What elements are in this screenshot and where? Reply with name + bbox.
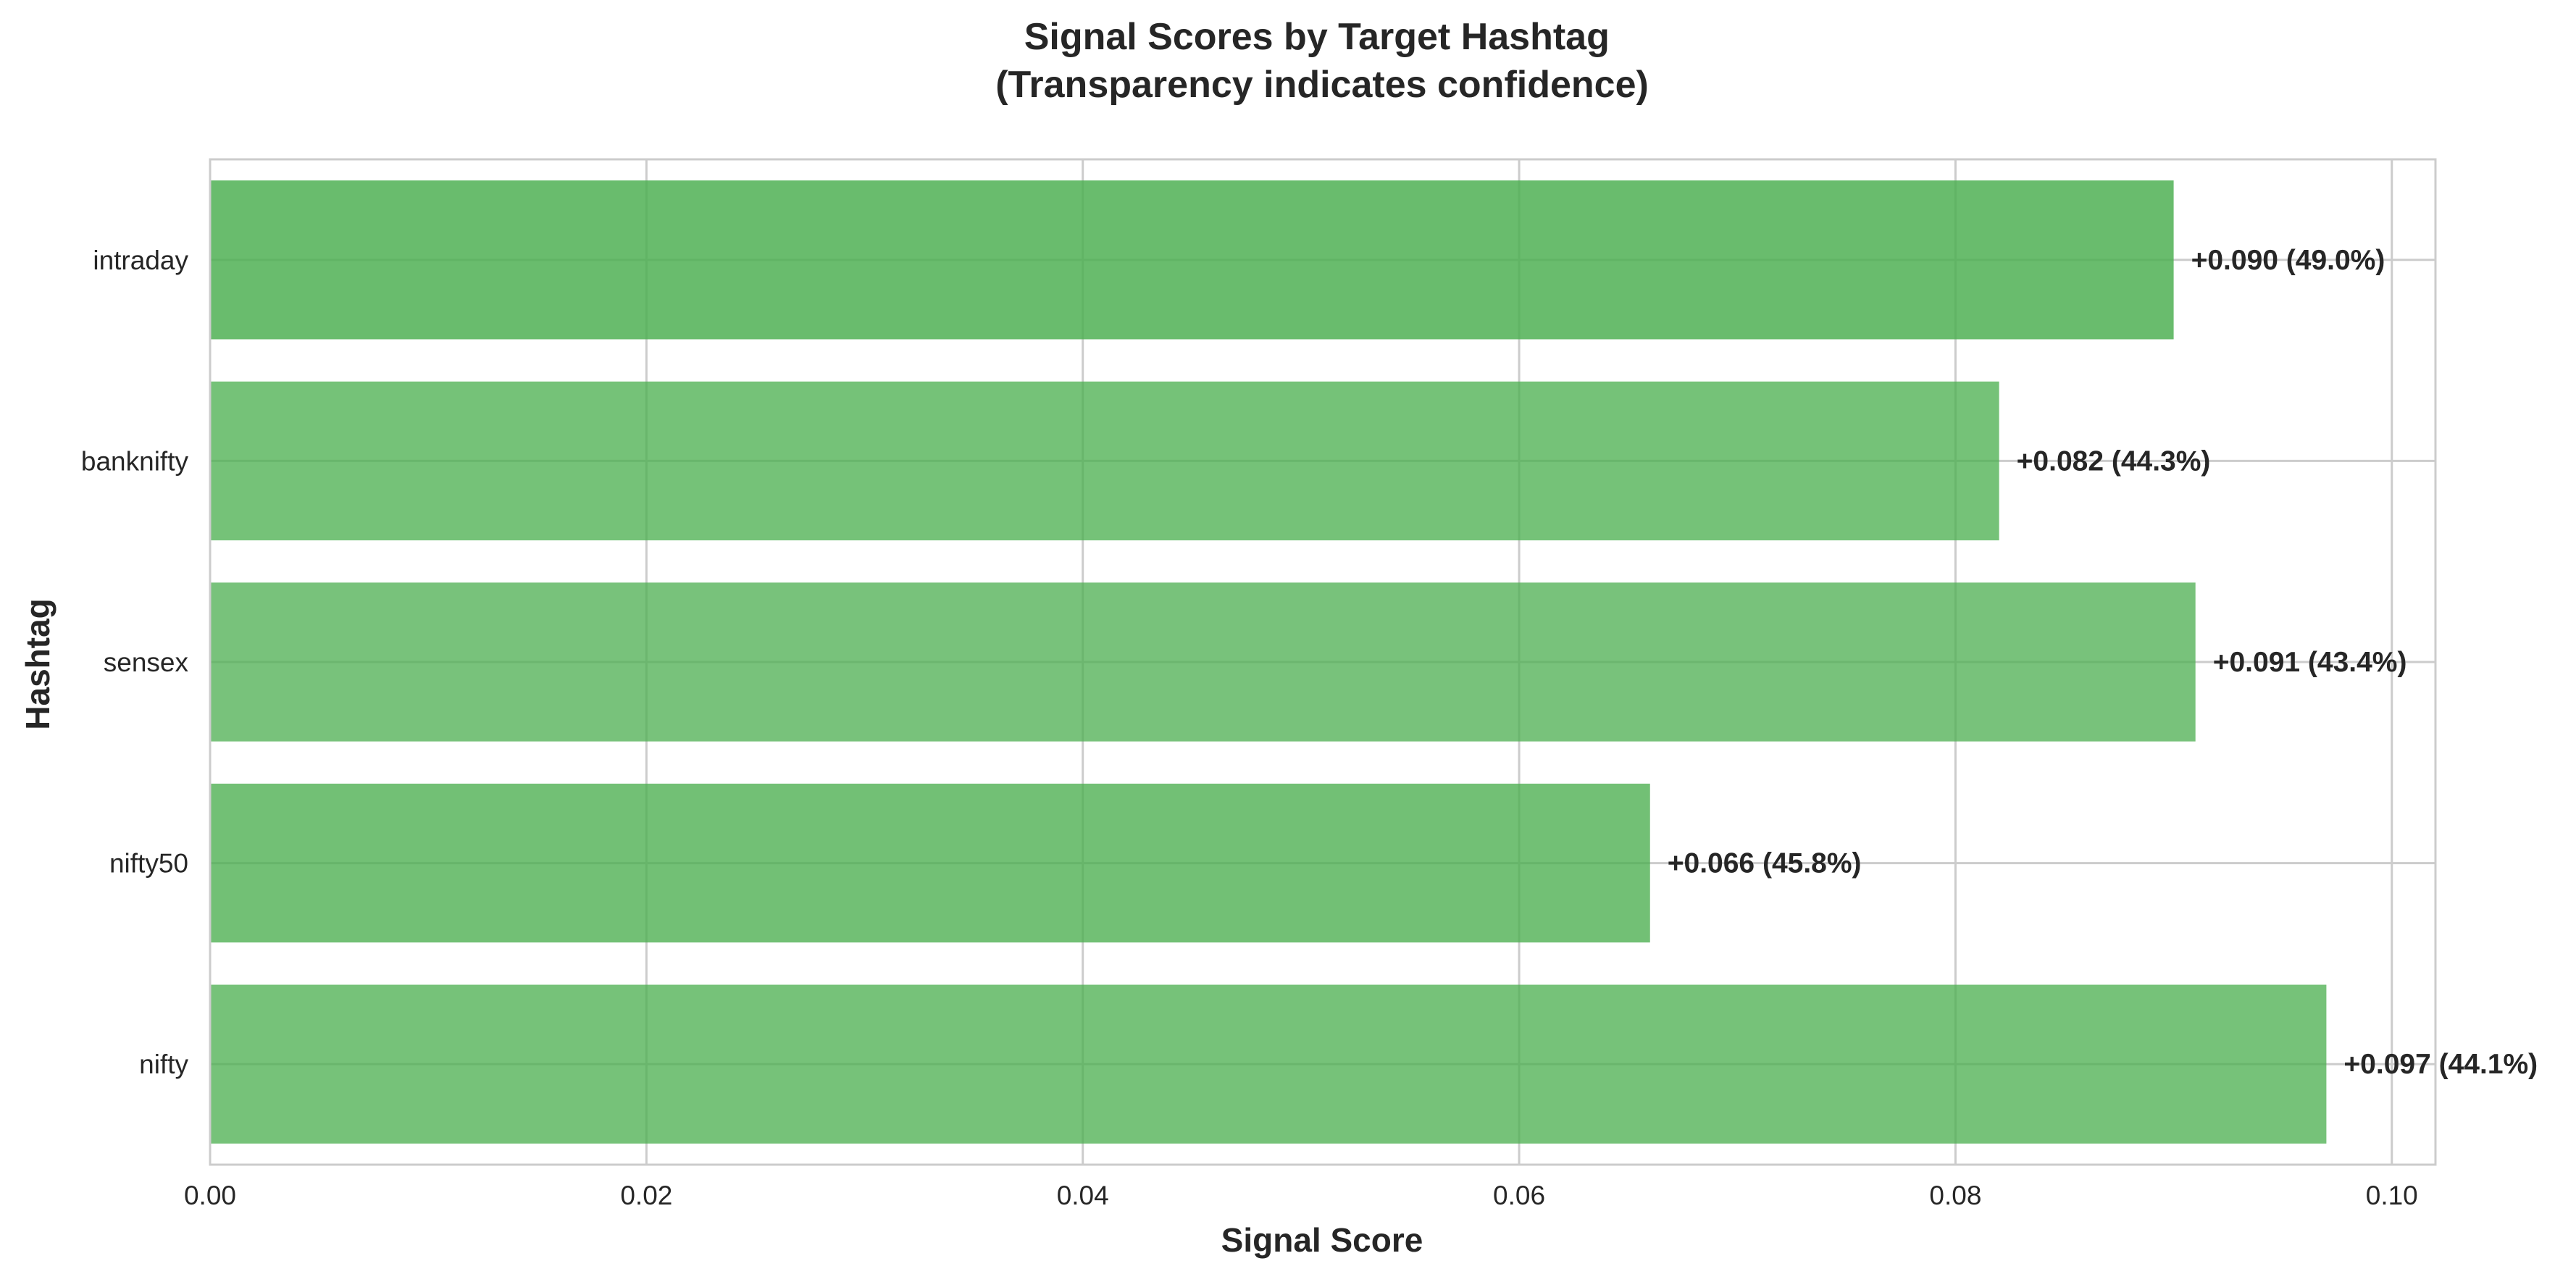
bar-nifty50 <box>210 783 1650 943</box>
x-tick-label: 0.02 <box>620 1181 672 1210</box>
bar-nifty <box>210 984 2327 1144</box>
data-label-nifty: +0.097 (44.1%) <box>2343 1049 2538 1080</box>
y-tick-label: nifty <box>139 1050 188 1079</box>
bar-intraday <box>210 180 2174 340</box>
y-tick-label: intraday <box>93 246 188 275</box>
x-axis-label: Signal Score <box>1221 1221 1423 1259</box>
data-label-intraday: +0.090 (49.0%) <box>2191 245 2385 276</box>
y-tick-label: nifty50 <box>109 849 188 879</box>
data-label-banknifty: +0.082 (44.3%) <box>2017 445 2211 477</box>
bar-sensex <box>210 582 2196 742</box>
bar-banknifty <box>210 381 1999 541</box>
data-labels: +0.090 (49.0%) +0.082 (44.3%) +0.091 (43.4… <box>1668 245 2538 1080</box>
x-tick-labels: 0.00 0.02 0.04 0.06 0.08 0.10 <box>184 1181 2418 1210</box>
bars <box>210 180 2327 1144</box>
data-label-nifty50: +0.066 (45.8%) <box>1668 848 1862 879</box>
plot-frame <box>209 158 2437 1166</box>
x-tick-label: 0.00 <box>184 1181 236 1210</box>
x-tick-label: 0.10 <box>2366 1181 2418 1210</box>
chart-title: Signal Scores by Target Hashtag (Transpa… <box>995 16 1649 106</box>
chart-title-line-2: (Transparency indicates confidence) <box>995 64 1649 106</box>
y-tick-label: sensex <box>104 648 189 677</box>
data-label-sensex: +0.091 (43.4%) <box>2213 647 2407 678</box>
x-tick-label: 0.08 <box>1929 1181 1981 1210</box>
x-tick-label: 0.06 <box>1493 1181 1545 1210</box>
y-axis-label: Hashtag <box>19 598 57 729</box>
chart-title-line-1: Signal Scores by Target Hashtag <box>1024 16 1610 58</box>
y-tick-label: banknifty <box>81 446 189 476</box>
y-tick-labels: intraday banknifty sensex nifty50 nifty <box>81 246 189 1079</box>
x-tick-label: 0.04 <box>1057 1181 1109 1210</box>
